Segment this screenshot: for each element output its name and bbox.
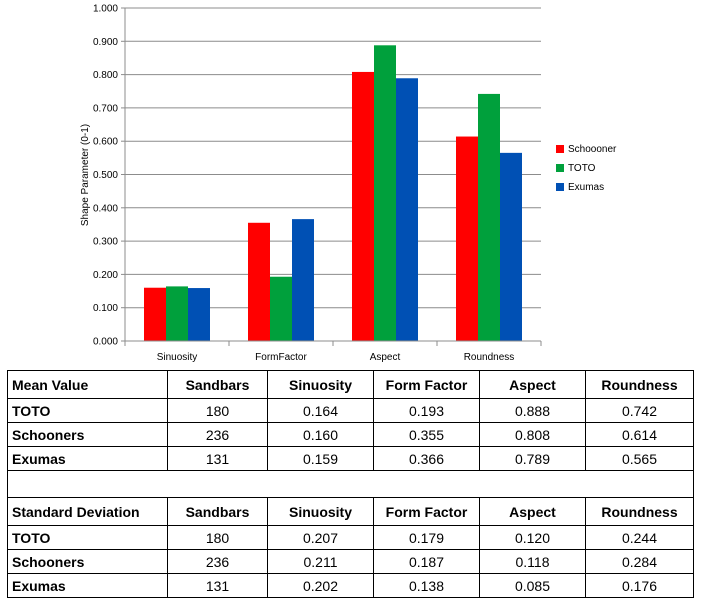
x-tick-label: FormFactor bbox=[255, 352, 307, 363]
mean-header-cell: Mean Value bbox=[7, 370, 168, 399]
table-cell: Exumas bbox=[7, 446, 168, 471]
bar bbox=[352, 71, 374, 341]
table-cell: 0.808 bbox=[479, 422, 586, 447]
table-cell: Schooners bbox=[7, 549, 168, 574]
bar bbox=[456, 136, 478, 341]
bar bbox=[478, 93, 500, 341]
y-tick-label: 1.000 bbox=[93, 4, 118, 15]
table-row: Exumas 131 0.202 0.138 0.085 0.176 bbox=[7, 573, 694, 598]
table-cell: 236 bbox=[167, 549, 268, 574]
bar bbox=[292, 219, 314, 341]
sd-header-cell: Standard Deviation bbox=[7, 497, 168, 526]
sd-header-cell: Roundness bbox=[585, 497, 694, 526]
bar bbox=[396, 78, 418, 341]
sd-header-cell: Sandbars bbox=[167, 497, 268, 526]
y-axis: 0.000 0.100 0.200 0.300 0.400 0.500 0.600 0.700… bbox=[93, 4, 126, 348]
table-cell: 180 bbox=[167, 398, 268, 423]
y-tick-label: 0.600 bbox=[93, 137, 118, 148]
table-cell: 0.164 bbox=[267, 398, 374, 423]
bar bbox=[188, 288, 210, 341]
table-row: Schooners 236 0.211 0.187 0.118 0.284 bbox=[7, 549, 694, 574]
table-cell: 131 bbox=[167, 446, 268, 471]
table-row: Exumas 131 0.159 0.366 0.789 0.565 bbox=[7, 446, 694, 471]
mean-header-cell: Form Factor bbox=[373, 370, 480, 399]
table-row: Schooners 236 0.160 0.355 0.808 0.614 bbox=[7, 422, 694, 447]
table-cell: 0.888 bbox=[479, 398, 586, 423]
y-tick-label: 0.300 bbox=[93, 237, 118, 248]
y-tick-label: 0.500 bbox=[93, 170, 118, 181]
x-axis: Sinuosity FormFactor Aspect Roundness bbox=[124, 340, 542, 363]
table-cell: 131 bbox=[167, 573, 268, 598]
sd-header-cell: Sinuosity bbox=[267, 497, 374, 526]
mean-header-cell: Sinuosity bbox=[267, 370, 374, 399]
mean-header-row: Mean Value Sandbars Sinuosity Form Facto… bbox=[7, 370, 694, 399]
y-tick-label: 0.900 bbox=[93, 37, 118, 48]
table-cell: Schooners bbox=[7, 422, 168, 447]
table-cell: Exumas bbox=[7, 573, 168, 598]
y-tick-label: 0.100 bbox=[93, 303, 118, 314]
table-cell: 180 bbox=[167, 525, 268, 550]
y-tick-label: 0.200 bbox=[93, 270, 118, 281]
spacer-cell bbox=[7, 470, 694, 498]
legend: Schoooner TOTO Exumas bbox=[556, 144, 617, 193]
table-cell: 0.085 bbox=[479, 573, 586, 598]
table-cell: 0.193 bbox=[373, 398, 480, 423]
table-cell: 0.366 bbox=[373, 446, 480, 471]
table-cell: 0.160 bbox=[267, 422, 374, 447]
table-cell: TOTO bbox=[7, 525, 168, 550]
table-cell: 0.202 bbox=[267, 573, 374, 598]
table-cell: 0.176 bbox=[585, 573, 694, 598]
y-axis-label: Shape Parameter (0-1) bbox=[80, 124, 91, 226]
sd-header-cell: Form Factor bbox=[373, 497, 480, 526]
sd-header-cell: Aspect bbox=[479, 497, 586, 526]
y-tick-label: 0.700 bbox=[93, 103, 118, 114]
mean-header-cell: Sandbars bbox=[167, 370, 268, 399]
table-cell: 236 bbox=[167, 422, 268, 447]
spacer-row bbox=[7, 470, 694, 498]
table-cell: 0.789 bbox=[479, 446, 586, 471]
mean-header-cell: Roundness bbox=[585, 370, 694, 399]
legend-swatch bbox=[556, 164, 564, 172]
table-cell: 0.244 bbox=[585, 525, 694, 550]
legend-swatch bbox=[556, 145, 564, 153]
mean-header-cell: Aspect bbox=[479, 370, 586, 399]
y-tick-label: 0.000 bbox=[93, 337, 118, 348]
table-cell: 0.742 bbox=[585, 398, 694, 423]
x-tick-label: Sinuosity bbox=[157, 352, 198, 363]
legend-label: Schoooner bbox=[568, 144, 617, 155]
table-cell: 0.138 bbox=[373, 573, 480, 598]
table-cell: 0.120 bbox=[479, 525, 586, 550]
bar bbox=[166, 286, 188, 341]
table-cell: 0.207 bbox=[267, 525, 374, 550]
table-cell: 0.614 bbox=[585, 422, 694, 447]
bar bbox=[270, 276, 292, 341]
bar bbox=[374, 45, 396, 342]
table-cell: 0.118 bbox=[479, 549, 586, 574]
table-row: TOTO 180 0.164 0.193 0.888 0.742 bbox=[7, 398, 694, 423]
table-cell: 0.211 bbox=[267, 549, 374, 574]
legend-swatch bbox=[556, 183, 564, 191]
statistics-table: Mean Value Sandbars Sinuosity Form Facto… bbox=[7, 370, 694, 598]
table-cell: 0.159 bbox=[267, 446, 374, 471]
table-cell: 0.284 bbox=[585, 549, 694, 574]
table-cell: 0.565 bbox=[585, 446, 694, 471]
y-tick-label: 0.400 bbox=[93, 203, 118, 214]
sd-header-row: Standard Deviation Sandbars Sinuosity Fo… bbox=[7, 497, 694, 526]
bars bbox=[144, 45, 522, 342]
x-tick-label: Aspect bbox=[370, 352, 401, 363]
table-cell: 0.187 bbox=[373, 549, 480, 574]
y-tick-label: 0.800 bbox=[93, 70, 118, 81]
bar bbox=[248, 222, 270, 341]
bar bbox=[144, 287, 166, 341]
table-cell: TOTO bbox=[7, 398, 168, 423]
x-tick-label: Roundness bbox=[464, 352, 515, 363]
legend-label: TOTO bbox=[568, 163, 596, 174]
table-cell: 0.355 bbox=[373, 422, 480, 447]
bar-chart: 0.000 0.100 0.200 0.300 0.400 0.500 0.600 0.700… bbox=[80, 4, 617, 364]
table-cell: 0.179 bbox=[373, 525, 480, 550]
table-row: TOTO 180 0.207 0.179 0.120 0.244 bbox=[7, 525, 694, 550]
legend-label: Exumas bbox=[568, 182, 604, 193]
bar bbox=[500, 152, 522, 341]
